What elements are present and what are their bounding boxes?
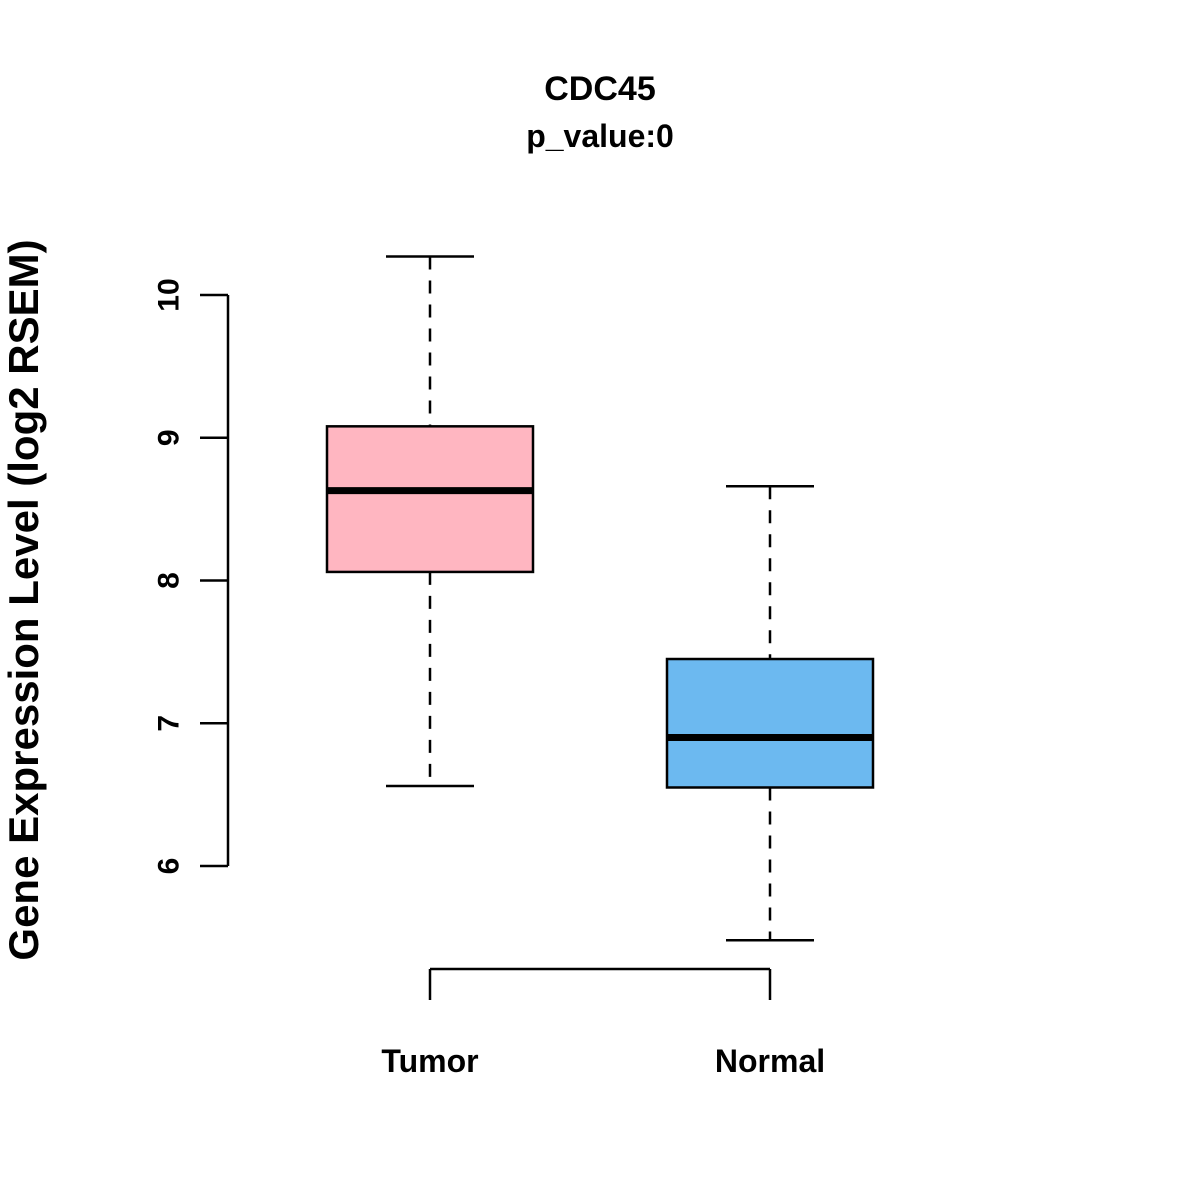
x-category-label-tumor: Tumor bbox=[381, 1043, 478, 1079]
box-normal bbox=[665, 657, 875, 789]
chart-title: CDC45 bbox=[544, 70, 655, 108]
chart-subtitle: p_value:0 bbox=[526, 118, 674, 154]
x-category-label-normal: Normal bbox=[715, 1043, 825, 1079]
y-tick-label: 8 bbox=[153, 572, 186, 589]
box-tumor bbox=[325, 425, 535, 574]
y-tick-label: 6 bbox=[153, 858, 186, 875]
y-axis-label: Gene Expression Level (log2 RSEM) bbox=[0, 239, 47, 960]
y-tick-label: 9 bbox=[153, 429, 186, 446]
y-tick-label: 10 bbox=[153, 278, 186, 311]
y-tick-label: 7 bbox=[153, 715, 186, 732]
plot-geometry: 6 7 8 9 10 bbox=[153, 255, 875, 1000]
